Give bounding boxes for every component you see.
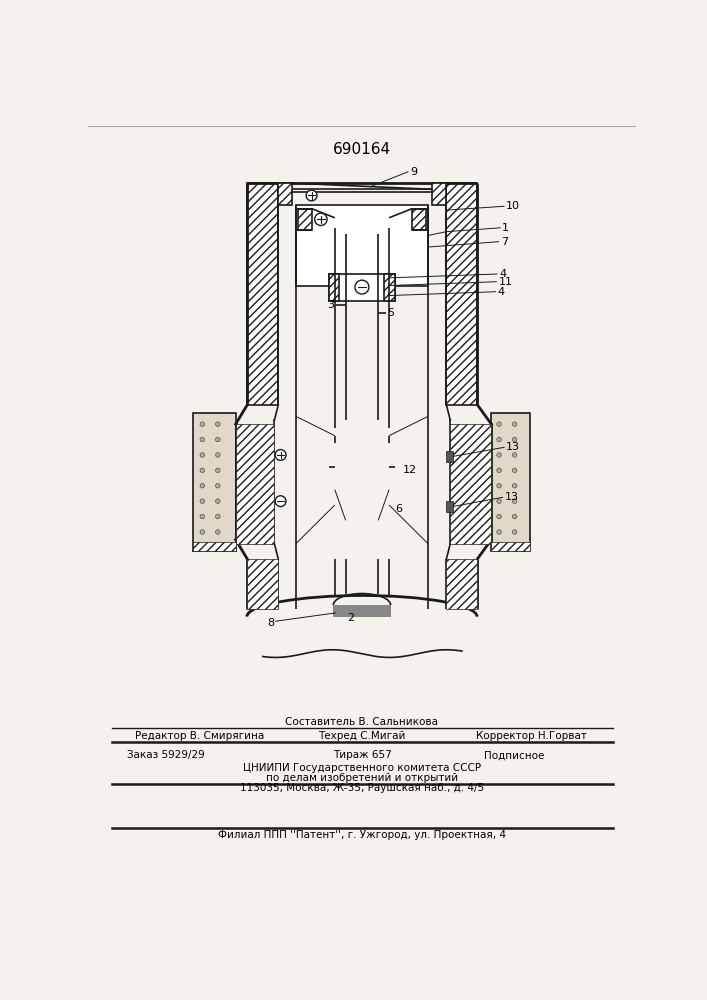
Circle shape <box>306 190 317 201</box>
Bar <box>385 274 395 301</box>
Circle shape <box>513 483 517 488</box>
Circle shape <box>497 437 501 442</box>
Circle shape <box>200 499 204 503</box>
Circle shape <box>497 483 501 488</box>
Bar <box>329 274 339 301</box>
Text: Техред С.Мигай: Техред С.Мигай <box>318 731 406 741</box>
Circle shape <box>275 450 286 460</box>
Circle shape <box>216 483 220 488</box>
Circle shape <box>315 213 327 225</box>
Text: 10: 10 <box>506 201 520 211</box>
Bar <box>235 424 274 544</box>
Circle shape <box>497 422 501 426</box>
Circle shape <box>216 530 220 534</box>
Text: 4: 4 <box>499 269 506 279</box>
Text: 11: 11 <box>498 277 513 287</box>
Circle shape <box>216 468 220 473</box>
Text: 13: 13 <box>505 492 518 502</box>
Circle shape <box>497 499 501 503</box>
Bar <box>412 209 426 230</box>
Circle shape <box>513 453 517 457</box>
Bar <box>193 542 235 551</box>
Bar <box>450 424 491 544</box>
Bar <box>247 183 279 405</box>
Text: 12: 12 <box>403 465 417 475</box>
Text: 7: 7 <box>501 237 508 247</box>
Circle shape <box>216 437 220 442</box>
Circle shape <box>275 496 286 507</box>
Text: 5: 5 <box>387 308 395 318</box>
Circle shape <box>216 514 220 519</box>
Bar <box>247 559 279 609</box>
Circle shape <box>513 499 517 503</box>
Circle shape <box>513 514 517 519</box>
Text: Корректор Н.Горват: Корректор Н.Горват <box>476 731 587 741</box>
Circle shape <box>216 499 220 503</box>
Text: по делам изобретений и открытий: по делам изобретений и открытий <box>266 773 458 783</box>
Bar <box>298 209 312 230</box>
Text: 690164: 690164 <box>333 142 391 157</box>
Bar <box>446 559 477 609</box>
Bar <box>329 274 395 301</box>
Text: 113035, Москва, Ж-35, Раушская наб., д. 4/5: 113035, Москва, Ж-35, Раушская наб., д. … <box>240 783 484 793</box>
Text: 2: 2 <box>347 613 354 623</box>
Circle shape <box>200 437 204 442</box>
Circle shape <box>513 468 517 473</box>
Bar <box>279 183 292 205</box>
Circle shape <box>513 530 517 534</box>
Text: 8: 8 <box>267 618 274 628</box>
Text: 4: 4 <box>498 287 505 297</box>
Polygon shape <box>491 413 530 551</box>
Circle shape <box>200 483 204 488</box>
Text: Заказ 5929/29: Заказ 5929/29 <box>127 750 205 760</box>
Text: 3: 3 <box>327 300 334 310</box>
Text: Составитель В. Сальникова: Составитель В. Сальникова <box>286 717 438 727</box>
Text: ЦНИИПИ Государственного комитета СССР: ЦНИИПИ Государственного комитета СССР <box>243 763 481 773</box>
Bar <box>433 183 446 205</box>
Polygon shape <box>193 413 235 551</box>
Circle shape <box>200 530 204 534</box>
Text: 9: 9 <box>410 167 417 177</box>
Text: Тираж 657: Тираж 657 <box>332 750 392 760</box>
Text: Редактор В. Смирягина: Редактор В. Смирягина <box>135 731 264 741</box>
Circle shape <box>497 530 501 534</box>
Bar <box>296 205 428 286</box>
Circle shape <box>216 422 220 426</box>
Circle shape <box>513 437 517 442</box>
Text: Филиал ППП ''Патент'', г. Ужгород, ул. Проектная, 4: Филиал ППП ''Патент'', г. Ужгород, ул. П… <box>218 830 506 840</box>
Circle shape <box>497 514 501 519</box>
Circle shape <box>216 453 220 457</box>
Bar <box>446 451 452 462</box>
Text: 13: 13 <box>506 442 520 452</box>
Text: 1: 1 <box>502 223 509 233</box>
Circle shape <box>200 514 204 519</box>
Circle shape <box>200 422 204 426</box>
Circle shape <box>200 453 204 457</box>
Circle shape <box>497 453 501 457</box>
Bar <box>446 183 477 405</box>
Circle shape <box>355 280 369 294</box>
Circle shape <box>497 468 501 473</box>
Circle shape <box>200 468 204 473</box>
Bar <box>446 501 452 512</box>
Text: 6: 6 <box>395 504 402 514</box>
Bar <box>491 542 530 551</box>
Polygon shape <box>333 605 391 617</box>
Circle shape <box>513 422 517 426</box>
Text: Подписное: Подписное <box>484 750 544 760</box>
